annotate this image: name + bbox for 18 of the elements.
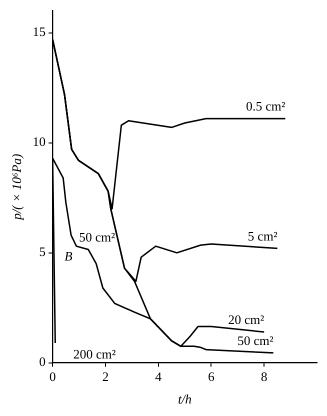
y-tick-label: 10	[32, 134, 46, 150]
x-tick-label: 2	[102, 369, 109, 384]
series-label: 50 cm²	[237, 332, 274, 348]
x-tick-label: 4	[155, 369, 162, 384]
y-tick-label: 0	[39, 354, 46, 370]
annotation: B	[64, 248, 72, 264]
x-axis-title: t/h	[178, 392, 192, 407]
series-label: 20 cm²	[228, 312, 264, 327]
x-tick-label: 6	[208, 369, 215, 384]
x-tick-label: 8	[260, 369, 268, 384]
y-tick-label: 15	[32, 24, 46, 40]
series-label: 200 cm²	[73, 346, 116, 362]
y-tick-label: 5	[39, 244, 46, 260]
series-label: 5 cm²	[248, 228, 278, 244]
y-axis-title: p/( × 10⁶Pa)	[9, 154, 24, 221]
series-label: 0.5 cm²	[246, 98, 286, 114]
x-tick-label: 0	[49, 369, 56, 384]
annotation: 50 cm²	[79, 229, 116, 244]
